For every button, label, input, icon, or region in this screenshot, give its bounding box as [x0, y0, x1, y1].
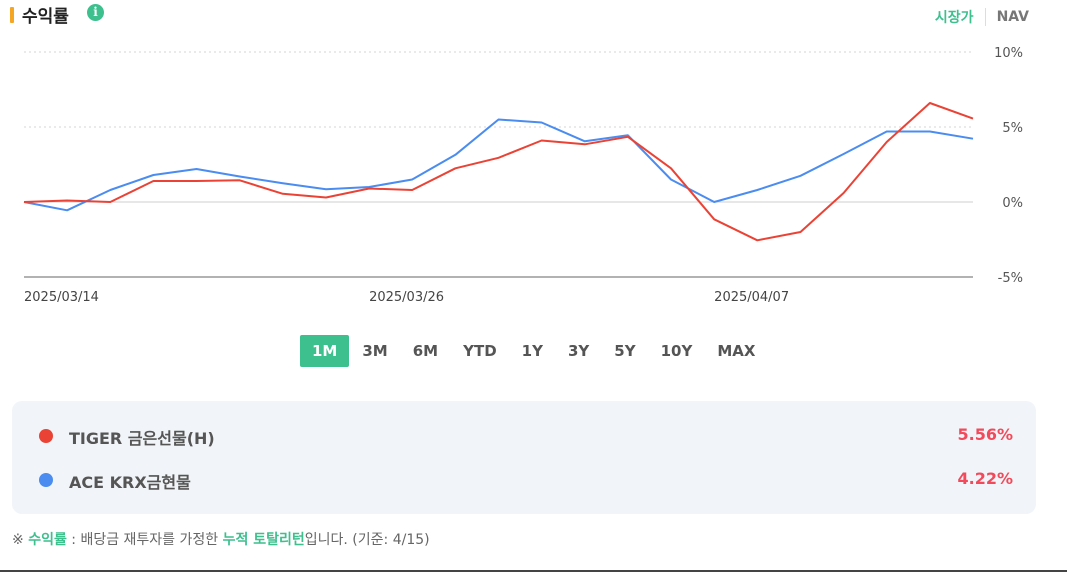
- series-line-tiger: [23, 102, 974, 242]
- legend-item-tiger: TIGER 금은선물(H) 5.56%: [12, 421, 1036, 451]
- price-basis-toggle: 시장가 NAV: [935, 7, 1029, 27]
- range-tab-10y[interactable]: 10Y: [660, 342, 693, 360]
- legend-series-return: 4.22%: [957, 469, 1013, 488]
- bottom-divider: [0, 570, 1067, 572]
- range-tab-ytd[interactable]: YTD: [463, 342, 497, 360]
- range-tab-1y[interactable]: 1Y: [521, 342, 543, 360]
- legend-panel: TIGER 금은선물(H) 5.56% ACE KRX금현물 4.22%: [12, 401, 1036, 514]
- page-title: 수익률: [22, 7, 69, 27]
- legend-item-ace: ACE KRX금현물 4.22%: [12, 465, 1036, 495]
- y-tick-label: 0%: [1002, 196, 1023, 211]
- legend-series-return: 5.56%: [957, 425, 1013, 444]
- range-tab-5y[interactable]: 5Y: [614, 342, 636, 360]
- market-price-option[interactable]: 시장가: [934, 10, 974, 26]
- footnote-term: 수익률: [28, 532, 67, 548]
- nav-option[interactable]: NAV: [996, 9, 1029, 25]
- info-icon[interactable]: i: [87, 4, 104, 21]
- legend-series-name[interactable]: TIGER 금은선물(H): [69, 429, 215, 448]
- series-dot-icon: [39, 473, 53, 487]
- range-tab-3y[interactable]: 3Y: [567, 342, 590, 360]
- returns-header: 수익률 i 시장가 NAV: [0, 0, 1067, 34]
- x-tick-label: 2025/04/07: [714, 290, 789, 305]
- toggle-divider: [984, 8, 986, 26]
- range-tab-6m[interactable]: 6M: [412, 342, 439, 360]
- footnote-middle: : 배당금 재투자를 가정한: [66, 532, 223, 548]
- series-line-ace: [23, 118, 974, 212]
- y-tick-label: -5%: [998, 271, 1023, 286]
- legend-series-name[interactable]: ACE KRX금현물: [69, 473, 191, 492]
- footnote-prefix: ※: [12, 532, 29, 548]
- footnote: ※ 수익률 : 배당금 재투자를 가정한 누적 토탈리턴입니다. (기준: 4/…: [12, 529, 430, 549]
- range-tab-max[interactable]: MAX: [717, 342, 756, 360]
- series-dot-icon: [39, 429, 53, 443]
- range-tab-3m[interactable]: 3M: [362, 342, 388, 360]
- y-tick-label: 10%: [994, 46, 1023, 61]
- footnote-emphasis: 누적 토탈리턴: [222, 532, 305, 548]
- period-range-tabs: 1M 3M 6M YTD 1Y 3Y 5Y 10Y MAX: [300, 335, 768, 367]
- footnote-suffix: 입니다. (기준: 4/15): [304, 532, 430, 548]
- x-tick-label: 2025/03/26: [369, 290, 444, 305]
- range-tab-1m[interactable]: 1M: [300, 335, 350, 367]
- returns-line-chart: 10% 5% 0% -5% 2025/03/14 2025/03/26 2025/04/07: [23, 46, 1023, 305]
- title-accent-bar: [10, 7, 14, 23]
- y-tick-label: 5%: [1002, 121, 1023, 136]
- x-tick-label: 2025/03/14: [24, 290, 99, 305]
